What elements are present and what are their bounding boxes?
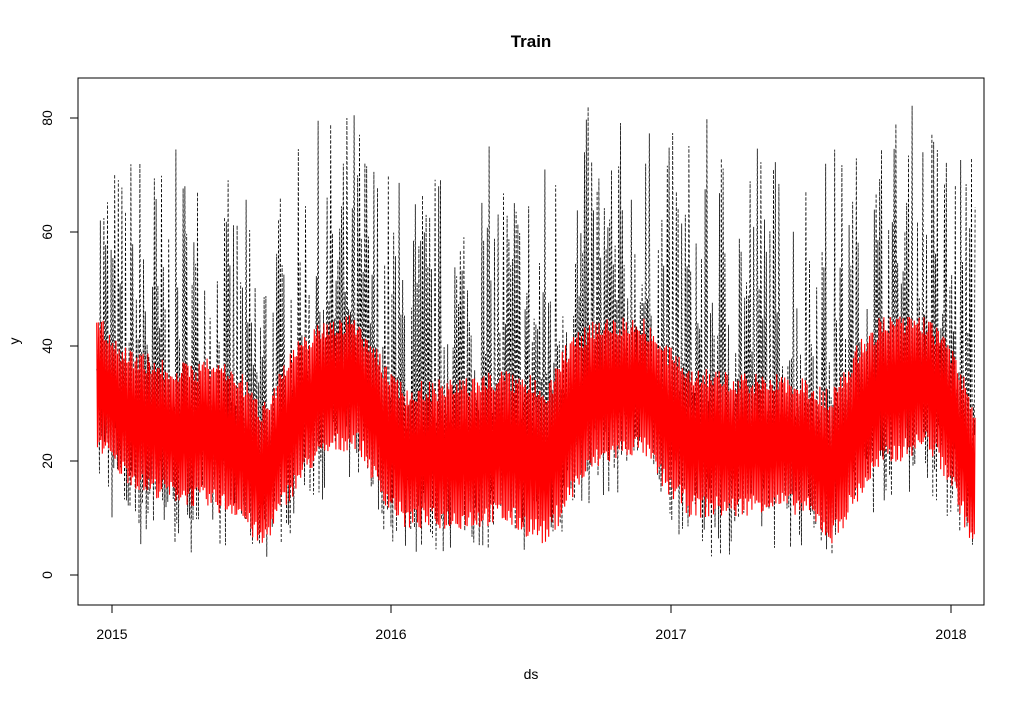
y-tick-label: 20 [39,453,55,469]
y-tick-label: 60 [39,224,55,240]
y-tick-label: 80 [39,110,55,126]
y-tick-label: 0 [39,571,55,579]
x-axis-label: ds [524,666,539,682]
y-axis-label: y [6,338,22,345]
chart-title: Train [511,32,552,51]
y-tick-label: 40 [39,338,55,354]
x-tick-label: 2016 [375,626,406,642]
fitted-line [96,315,976,544]
plot-frame [77,77,985,606]
series-fitted [96,315,976,544]
x-tick-label: 2018 [935,626,966,642]
x-tick-label: 2017 [655,626,686,642]
x-axis: 2015 2016 2017 2018 [96,604,967,642]
x-tick-label: 2015 [96,626,127,642]
y-axis: 0 20 40 60 80 [39,110,79,579]
